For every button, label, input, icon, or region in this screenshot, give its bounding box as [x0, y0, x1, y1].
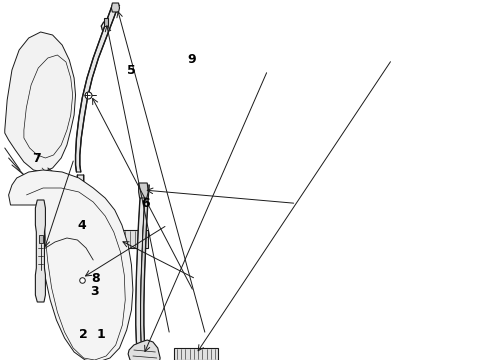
Text: 4: 4 [77, 219, 86, 231]
Polygon shape [136, 185, 146, 358]
Text: 9: 9 [188, 53, 196, 66]
Polygon shape [9, 170, 133, 360]
Polygon shape [174, 348, 218, 360]
Polygon shape [141, 185, 149, 358]
Polygon shape [128, 340, 160, 360]
Text: 8: 8 [92, 273, 100, 285]
Polygon shape [139, 183, 148, 198]
Polygon shape [111, 3, 120, 12]
Text: 2: 2 [79, 328, 88, 341]
Polygon shape [88, 230, 148, 248]
Text: 3: 3 [91, 285, 99, 298]
Polygon shape [75, 5, 119, 172]
Polygon shape [5, 32, 75, 172]
Text: 6: 6 [141, 197, 149, 210]
Text: 1: 1 [97, 328, 105, 341]
Polygon shape [35, 200, 46, 302]
Polygon shape [104, 18, 108, 26]
Polygon shape [76, 175, 88, 270]
Polygon shape [39, 235, 43, 243]
Text: 7: 7 [32, 152, 41, 165]
Text: 5: 5 [127, 64, 136, 77]
